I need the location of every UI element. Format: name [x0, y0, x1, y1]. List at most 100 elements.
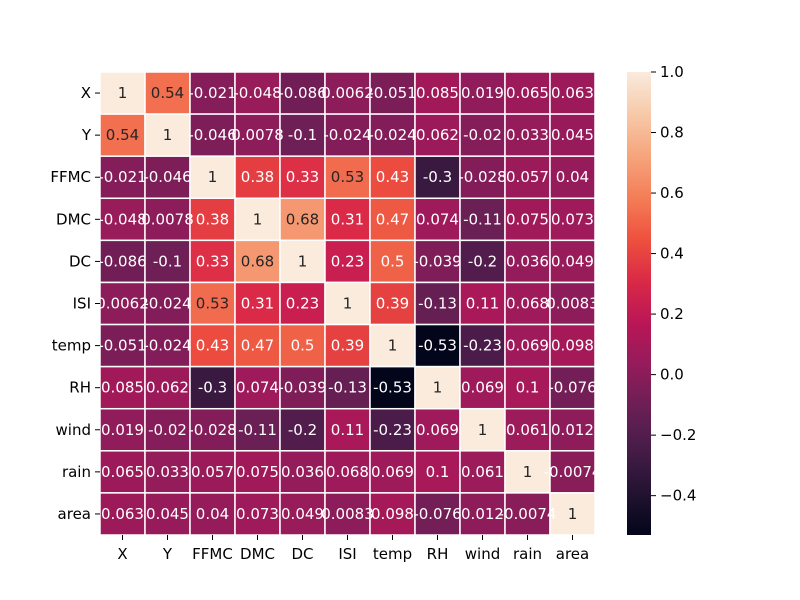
- heatmap-cell-Y-X: [99, 113, 146, 157]
- heatmap-cell-area-area: [549, 492, 596, 536]
- cell-value-temp-Y: -0.024: [143, 337, 191, 355]
- heatmap-cell-temp-X: [99, 323, 146, 368]
- cell-value-RH-DMC: 0.074: [236, 379, 279, 397]
- cell-value-rain-area: -0.0074: [544, 463, 602, 481]
- cell-value-area-FFMC: 0.04: [196, 505, 229, 523]
- cell-value-X-X: 1: [118, 84, 128, 102]
- cell-value-temp-area: 0.098: [551, 337, 594, 355]
- heatmap-cell-ISI-ISI: [324, 281, 371, 326]
- cell-value-DMC-DMC: 1: [253, 210, 263, 228]
- y-tick-label-temp: temp: [52, 337, 91, 355]
- cell-value-wind-rain: 0.061: [506, 421, 549, 439]
- cell-value-area-ISI: 0.0083: [321, 505, 374, 523]
- colorbar-ticks: −0.4 −0.2 0.0 0.2 0.4 0.6 0.8 1.0: [651, 63, 696, 505]
- heatmap-cell-FFMC-temp: [369, 155, 416, 200]
- cell-value-ISI-FFMC: 0.53: [196, 295, 229, 313]
- colorbar-tick-label: 0.6: [660, 184, 684, 202]
- heatmap-cells: [99, 71, 596, 536]
- x-axis: X Y FFMC DMC DC ISI temp RH wind rain area: [117, 535, 589, 563]
- cell-value-rain-X: 0.065: [101, 463, 144, 481]
- heatmap-cell-area-Y: [144, 492, 191, 536]
- heatmap-cell-RH-Y: [144, 365, 191, 410]
- cell-value-ISI-ISI: 1: [343, 295, 353, 313]
- heatmap-cell-Y-DC: [279, 113, 326, 157]
- cell-value-Y-wind: -0.02: [463, 126, 502, 144]
- cell-value-X-area: 0.063: [551, 84, 594, 102]
- heatmap-cell-temp-RH: [414, 323, 461, 368]
- cell-value-wind-ISI: 0.11: [331, 421, 364, 439]
- cell-value-wind-X: 0.019: [101, 421, 144, 439]
- x-tick-label-X: X: [117, 545, 127, 563]
- cell-value-FFMC-DMC: 0.38: [241, 168, 274, 186]
- heatmap-cell-temp-area: [549, 323, 596, 368]
- colorbar-tick-label: −0.4: [660, 487, 696, 505]
- y-tick-label-ISI: ISI: [73, 295, 91, 313]
- cell-value-DC-FFMC: 0.33: [196, 252, 229, 270]
- x-tick-label-DC: DC: [291, 545, 313, 563]
- heatmap-cell-rain-wind: [459, 450, 506, 494]
- heatmap-cell-DC-DMC: [234, 239, 281, 284]
- cell-value-temp-temp: 1: [388, 337, 398, 355]
- cell-value-area-area: 1: [568, 505, 578, 523]
- cell-value-DC-X: -0.086: [98, 252, 146, 270]
- heatmap-cell-wind-X: [99, 407, 146, 452]
- heatmap-cell-RH-DMC: [234, 365, 281, 410]
- cell-value-rain-RH: 0.1: [426, 463, 450, 481]
- heatmap-cell-rain-FFMC: [189, 450, 236, 494]
- cell-value-X-DC: -0.086: [278, 84, 326, 102]
- heatmap-cell-DC-DC: [279, 239, 326, 284]
- colorbar-tick-label: 0.8: [660, 124, 684, 142]
- cell-value-temp-ISI: 0.39: [331, 337, 364, 355]
- cell-value-X-Y: 0.54: [151, 84, 184, 102]
- colorbar-tick-label: −0.2: [660, 426, 696, 444]
- cell-value-temp-wind: -0.23: [463, 337, 502, 355]
- cell-value-RH-temp: -0.53: [373, 379, 412, 397]
- heatmap-cell-area-DC: [279, 492, 326, 536]
- cell-value-wind-temp: -0.23: [373, 421, 412, 439]
- colorbar: −0.4 −0.2 0.0 0.2 0.4 0.6 0.8 1.0: [627, 63, 696, 535]
- heatmap-cell-rain-DC: [279, 450, 326, 494]
- cell-value-Y-FFMC: -0.046: [188, 126, 236, 144]
- heatmap-cell-wind-FFMC: [189, 407, 236, 452]
- cell-value-DC-ISI: 0.23: [331, 252, 364, 270]
- cell-value-DMC-temp: 0.47: [376, 210, 409, 228]
- heatmap-cell-ISI-DMC: [234, 281, 281, 326]
- colorbar-tick-label: 0.2: [660, 305, 684, 323]
- cell-value-DMC-X: -0.048: [98, 210, 146, 228]
- cell-value-Y-temp: -0.024: [368, 126, 416, 144]
- cell-value-wind-FFMC: -0.028: [188, 421, 236, 439]
- heatmap-cell-area-ISI: [324, 492, 371, 536]
- cell-value-wind-RH: 0.069: [416, 421, 459, 439]
- cell-value-RH-area: -0.076: [548, 379, 596, 397]
- heatmap-cell-Y-RH: [414, 113, 461, 157]
- x-tick-label-temp: temp: [373, 545, 412, 563]
- y-tick-label-RH: RH: [69, 379, 91, 397]
- heatmap-cell-RH-rain: [504, 365, 551, 410]
- y-tick-label-X: X: [81, 84, 91, 102]
- cell-value-ISI-area: 0.0083: [546, 295, 599, 313]
- cell-value-wind-DC: -0.2: [288, 421, 317, 439]
- heatmap-cell-temp-FFMC: [189, 323, 236, 368]
- cell-value-RH-rain: 0.1: [516, 379, 540, 397]
- heatmap-cell-Y-wind: [459, 113, 506, 157]
- heatmap-cell-ISI-wind: [459, 281, 506, 326]
- x-tick-label-wind: wind: [465, 545, 500, 563]
- cell-value-temp-X: -0.051: [98, 337, 146, 355]
- heatmap-cell-DC-temp: [369, 239, 416, 284]
- cell-value-DMC-area: 0.073: [551, 210, 594, 228]
- cell-value-FFMC-temp: 0.43: [376, 168, 409, 186]
- cell-value-X-rain: 0.065: [506, 84, 549, 102]
- cell-value-FFMC-Y: -0.046: [143, 168, 191, 186]
- heatmap-cell-ISI-X: [99, 281, 146, 326]
- cell-value-X-temp: -0.051: [368, 84, 416, 102]
- heatmap-cell-temp-rain: [504, 323, 551, 368]
- cell-value-rain-DMC: 0.075: [236, 463, 279, 481]
- heatmap-cell-Y-area: [549, 113, 596, 157]
- cell-value-RH-DC: -0.039: [278, 379, 326, 397]
- cell-value-DC-RH: -0.039: [413, 252, 461, 270]
- x-tick-label-rain: rain: [513, 545, 542, 563]
- cell-value-rain-Y: 0.033: [146, 463, 189, 481]
- cell-value-RH-ISI: -0.13: [328, 379, 367, 397]
- y-tick-label-Y: Y: [81, 126, 92, 144]
